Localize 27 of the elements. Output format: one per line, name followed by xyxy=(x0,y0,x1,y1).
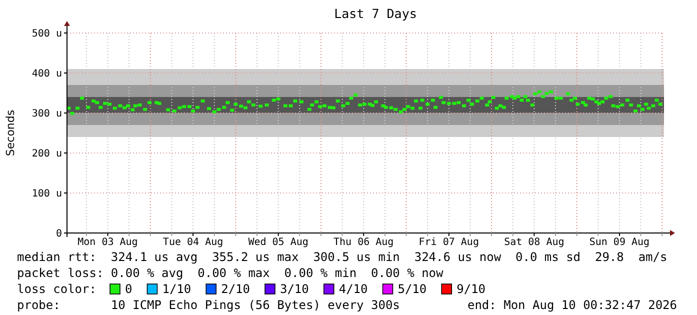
y-axis-title: Seconds xyxy=(4,110,17,156)
y-tick-label: 500 u xyxy=(32,28,62,40)
x-tick-label: Mon 03 Aug xyxy=(78,237,138,248)
y-tick-label: 0 xyxy=(56,228,62,240)
legend-label: 3/10 xyxy=(280,282,309,296)
legend-label: 1/10 xyxy=(162,282,192,296)
legend-title: loss color: xyxy=(17,282,96,296)
text: median rtt: 324.1 us avg 355.2 us max 300.5 us min 324.6 us now 0.0 ms sd 29.8 am/s xyxy=(17,250,668,264)
legend-label: 0 xyxy=(125,282,132,296)
y-tick-label: 300 u xyxy=(32,108,62,120)
x-tick-label: Wed 05 Aug xyxy=(248,237,308,248)
chart-title: Last 7 Days xyxy=(334,6,417,21)
text: probe: 10 ICMP Echo Pings (56 Bytes) every 300s xyxy=(17,298,400,312)
x-tick-label: Sat 08 Aug xyxy=(504,237,564,248)
legend-label: 4/10 xyxy=(338,282,368,296)
y-tick-label: 100 u xyxy=(32,188,62,200)
legend-label: 9/10 xyxy=(456,282,486,296)
legend-label: 2/10 xyxy=(221,282,250,296)
text: end: Mon Aug 10 00:32:47 2026 xyxy=(467,298,677,312)
text: packet loss: 0.00 % avg 0.00 % max 0.00 % min 0.00 % now xyxy=(17,266,444,280)
x-tick-label: Fri 07 Aug xyxy=(418,237,479,248)
y-tick-label: 400 u xyxy=(32,68,62,80)
y-tick-label: 200 u xyxy=(32,148,62,160)
x-tick-label: Thu 06 Aug xyxy=(333,237,394,248)
x-tick-label: Tue 04 Aug xyxy=(162,237,224,248)
legend-label: 5/10 xyxy=(398,282,427,296)
x-tick-label: Sun 09 Aug xyxy=(589,237,650,248)
